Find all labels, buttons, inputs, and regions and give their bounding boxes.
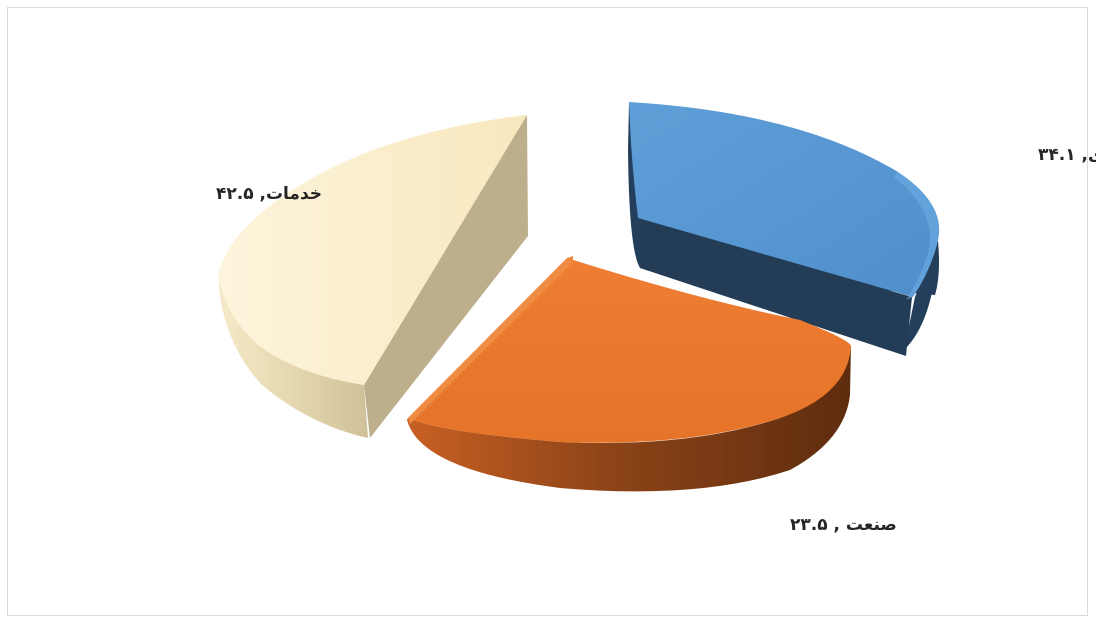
slice-industry-top bbox=[408, 258, 851, 443]
slice-agriculture-rim bbox=[894, 172, 940, 300]
slice-services-top bbox=[219, 115, 527, 385]
label-services: خدمات, ۴۲.۵ bbox=[216, 184, 322, 204]
slice-services-side bbox=[218, 272, 368, 438]
slice-agriculture-top bbox=[629, 102, 940, 297]
slice-services-inner bbox=[364, 115, 528, 438]
slice-agriculture-front bbox=[640, 218, 912, 356]
label-industry: صنعت , ۲۳.۵ bbox=[790, 515, 897, 535]
slice-industry-back bbox=[408, 256, 573, 424]
slice-industry bbox=[407, 256, 851, 492]
slice-services bbox=[218, 115, 528, 438]
label-agriculture: کشاورزی, ۳۴.۱ bbox=[1038, 145, 1096, 165]
slice-agriculture bbox=[628, 102, 940, 356]
slice-industry-side bbox=[407, 345, 851, 492]
